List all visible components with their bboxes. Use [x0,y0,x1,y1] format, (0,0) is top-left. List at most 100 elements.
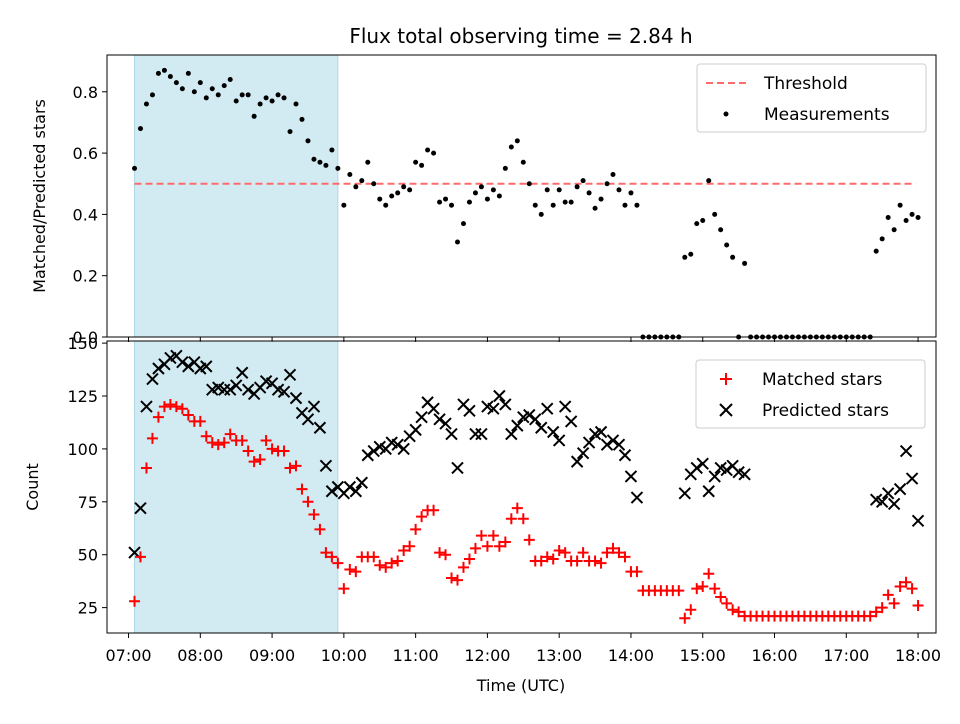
measurement-point [347,172,353,178]
predicted-star-point [433,413,446,426]
matched-star-point [374,559,386,571]
matched-star-point [146,432,158,444]
predicted-star-point [738,468,751,481]
measurement-point [437,199,443,205]
matched-star-point [894,580,906,592]
measurement-point [472,190,478,196]
measurement-point [897,202,903,208]
matched-star-point [392,555,404,567]
predicted-star-point [523,408,536,422]
measurement-point [419,162,425,168]
predicted-star-point [505,427,518,441]
predicted-star-point [277,385,291,398]
matched-star-point [469,542,481,554]
measurement-point [221,83,227,89]
matched-star-point [697,580,709,592]
measurement-point [490,187,496,193]
measurement-point [742,260,748,266]
top-panel: 0.00.20.40.60.8 Matched/Predicted stars … [30,54,937,347]
predicted-star-point [319,459,333,473]
bottom-y-tick-label: 125 [67,387,98,406]
measurement-point [191,89,197,95]
predicted-star-point [535,421,548,434]
matched-star-point [200,430,212,442]
matched-star-point [380,561,392,573]
measurement-point [592,205,598,211]
matched-star-point [487,530,499,542]
matched-star-point [314,523,326,535]
measurement-point [281,95,287,101]
predicted-star-point [140,400,153,413]
legend-predicted-swatch [719,403,733,417]
measurement-point [622,202,628,208]
measurement-point [586,190,592,196]
predicted-star-point [463,404,476,418]
matched-star-point [870,606,882,618]
predicted-star-point [558,400,572,413]
matched-star-point [218,437,230,449]
matched-star-point [440,549,452,561]
x-tick-label: 08:00 [177,646,223,665]
measurement-point [353,184,359,190]
bottom-legend-box [695,359,926,429]
predicted-star-point [881,487,895,500]
matched-star-point [224,428,236,440]
matched-star-point [541,551,553,563]
matched-star-point [553,544,565,556]
measurement-point [287,129,293,135]
predicted-star-point [200,360,213,373]
matched-star-point [493,540,505,552]
predicted-star-point [696,457,709,470]
bottom-y-axis-label: Count [23,463,42,511]
measurement-point [526,181,532,187]
predicted-star-point [600,438,614,451]
measurement-point [179,86,185,92]
bottom-shaded-region [134,340,339,634]
predicted-star-point [409,423,422,437]
predicted-star-point [702,485,715,498]
measurement-point [431,150,437,156]
predicted-star-point [493,389,506,403]
matched-star-point [709,583,721,595]
measurement-point [359,178,365,184]
top-y-tick-label: 0.4 [73,205,98,224]
measurement-point [568,199,574,205]
measurement-point [197,80,203,86]
legend-threshold-label: Threshold [763,74,848,94]
bottom-y-ticks: 25 50 75 100 125 150 [67,334,107,618]
top-plot-area [132,54,921,340]
measurement-point [203,95,209,101]
measurement-point [413,159,419,165]
measurement-point [478,184,484,190]
bottom-axes-frame [106,340,937,634]
predicted-star-point [224,383,237,396]
matched-star-point [386,557,398,569]
measurement-point [879,236,885,242]
predicted-star-point [289,391,303,405]
matched-star-point [182,409,194,421]
predicted-star-point [391,438,404,451]
measurement-point [251,113,257,119]
measurement-point [365,159,371,165]
predicted-star-point [630,491,644,504]
x-tick-label: 18:00 [895,646,941,665]
measurement-point [909,211,915,217]
matched-star-point [326,551,338,563]
predicted-star-point [618,449,632,462]
measurement-point [395,190,401,196]
predicted-star-point [708,470,721,483]
predicted-star-point [546,425,560,439]
x-tick-label: 09:00 [249,646,295,665]
predicted-star-point [552,434,566,447]
measurement-point [341,202,347,208]
measurement-point [443,196,449,202]
top-y-tick-label: 0.0 [73,328,98,347]
measurement-point [508,144,514,150]
legend-matched-label: Matched stars [762,370,882,390]
matched-star-point [481,540,493,552]
matched-star-point [248,456,260,468]
measurement-point [514,138,520,144]
measurement-point [903,218,909,224]
matched-star-point [571,555,583,567]
matched-star-point [631,566,643,578]
